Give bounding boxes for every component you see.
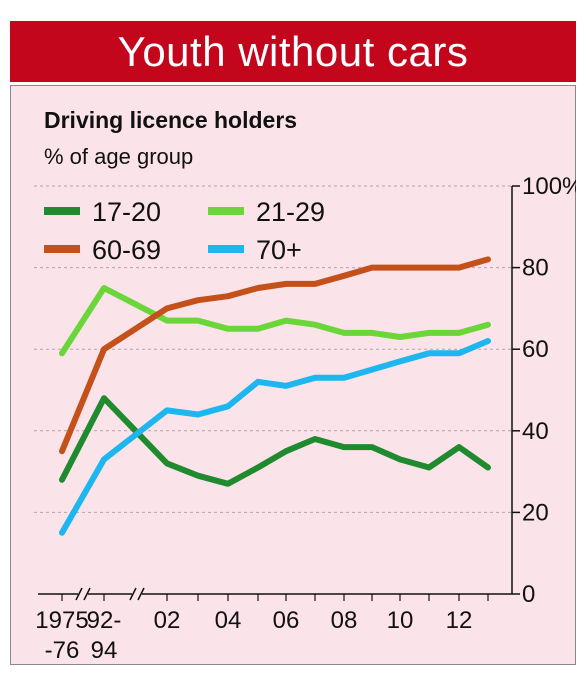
y-tick-label: 20 — [522, 499, 549, 526]
legend-label: 60-69 — [92, 235, 161, 265]
legend-label: 70+ — [256, 235, 302, 265]
y-tick-label: 40 — [522, 418, 549, 445]
series-line-60-69 — [59, 256, 491, 455]
legend-label: 17-20 — [92, 197, 161, 227]
series-line-17-20 — [59, 395, 491, 487]
y-tick-label: 0 — [522, 581, 535, 608]
legend-label: 21-29 — [256, 197, 325, 227]
y-tick-label: 80 — [522, 255, 549, 282]
series-line-21-29 — [59, 285, 491, 357]
x-tick-label: 92- — [87, 607, 122, 634]
axis-break-marker — [75, 587, 91, 601]
x-tick-label: 94 — [91, 637, 118, 664]
x-tick-label: 04 — [215, 607, 242, 634]
axes: 0 20 40 60 80 100% 1975 -76 92- 94 02 04 06 08 10 12 — [35, 173, 576, 664]
chart-title: Driving licence holders — [44, 107, 297, 133]
y-tick-label: 100% — [522, 173, 576, 200]
line-chart: Driving licence holders % of age group 0… — [34, 107, 576, 664]
legend: 17-20 21-29 60-69 70+ — [44, 197, 325, 265]
x-tick-label: 10 — [387, 607, 414, 634]
x-tick-label: -76 — [45, 637, 80, 664]
chart-panel — [10, 85, 576, 665]
axis-break-marker — [129, 587, 145, 601]
x-tick-label: 12 — [446, 607, 473, 634]
x-tick-label: 1975 — [35, 607, 88, 634]
series-lines — [59, 256, 491, 536]
chart-banner-title: Youth without cars — [10, 21, 576, 82]
x-tick-label: 06 — [273, 607, 300, 634]
y-tick-label: 60 — [522, 336, 549, 363]
series-line-70+ — [59, 338, 491, 536]
x-tick-label: 02 — [154, 607, 181, 634]
x-tick-label: 08 — [331, 607, 358, 634]
chart-subtitle: % of age group — [44, 144, 193, 169]
